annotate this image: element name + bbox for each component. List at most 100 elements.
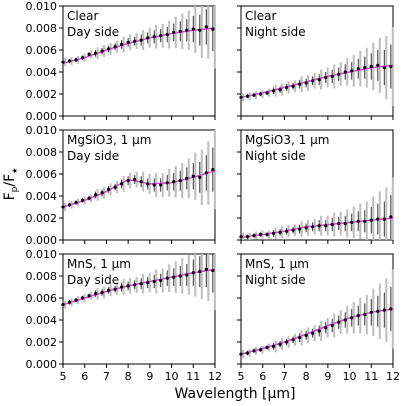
y-axis-title-sep: /F: [2, 174, 18, 187]
x-tick-label: 12: [386, 370, 400, 383]
data-point: [159, 278, 163, 282]
data-point: [100, 49, 104, 53]
data-point: [252, 234, 256, 238]
data-point: [152, 279, 156, 284]
data-point: [165, 276, 169, 280]
x-tick-label: 6: [259, 370, 266, 383]
data-point: [74, 298, 78, 302]
data-point: [185, 28, 189, 32]
data-point: [120, 285, 124, 289]
data-point: [139, 38, 143, 42]
data-point: [304, 333, 308, 337]
data-point: [356, 314, 360, 318]
data-point: [343, 318, 347, 322]
data-point: [126, 179, 130, 183]
data-point: [258, 348, 263, 352]
data-point: [239, 352, 243, 356]
data-point: [337, 320, 341, 324]
data-point: [120, 182, 124, 186]
y-tick-label: 0.002: [26, 212, 58, 225]
data-point: [363, 312, 367, 317]
data-point: [245, 351, 250, 355]
data-point: [133, 39, 137, 43]
data-point: [363, 66, 367, 70]
x-tick-label: 7: [103, 370, 110, 383]
y-tick-label: 0.004: [26, 190, 58, 203]
data-point: [172, 180, 176, 184]
data-point: [61, 205, 65, 209]
data-point: [330, 323, 334, 328]
data-point: [311, 331, 315, 335]
data-point: [245, 235, 250, 239]
data-point: [100, 191, 104, 195]
data-point: [204, 25, 208, 29]
model-line: [62, 27, 216, 64]
data-point: [198, 270, 202, 274]
data-point: [113, 185, 117, 189]
data-point: [350, 69, 354, 73]
data-point: [204, 171, 208, 175]
data-point: [298, 336, 302, 340]
data-point: [139, 180, 143, 184]
data-point: [317, 329, 321, 333]
data-point: [278, 88, 282, 92]
data-point: [67, 300, 72, 304]
x-tick-label: 5: [238, 370, 245, 383]
data-point: [285, 229, 289, 233]
x-tick-label: 12: [208, 370, 222, 383]
data-point: [61, 303, 65, 307]
data-point: [285, 85, 289, 89]
data-point: [120, 42, 124, 47]
panel-label-side: Day side: [67, 273, 119, 287]
x-tick-label: 8: [303, 370, 310, 383]
data-point: [74, 58, 78, 62]
panels-group: 0.000 0.002 0.004 0.006 0.008 0.010 Clear Day s…: [26, 0, 401, 383]
data-point: [298, 82, 302, 86]
data-point: [278, 230, 282, 234]
y-tick-label: 0.004: [26, 314, 58, 327]
data-point: [198, 28, 202, 32]
data-point: [107, 187, 111, 191]
panel-6: 5 6 7 8 9 10 11 12 MnS, 1 μm Night side: [237, 253, 400, 383]
data-point: [67, 59, 72, 63]
data-point: [191, 174, 195, 178]
data-point: [317, 78, 321, 82]
data-point: [324, 326, 328, 330]
panel-label-material: Clear: [67, 9, 98, 23]
data-point: [100, 290, 104, 295]
data-point: [245, 94, 250, 98]
y-tick-label: 0.006: [26, 168, 58, 181]
data-point: [271, 231, 276, 235]
y-tick-label: 0.004: [26, 66, 58, 79]
data-point: [80, 56, 85, 60]
y-tick-label: 0.010: [26, 248, 58, 261]
data-point: [93, 193, 98, 197]
y-tick-label: 0.000: [26, 234, 58, 247]
data-point: [178, 29, 182, 33]
panel-label-side: Day side: [67, 149, 119, 163]
panel-5: 0.000 0.002 0.004 0.006 0.008 0.010 5 6 7 8 9 10 11 1…: [26, 248, 223, 383]
y-tick-label: 0.002: [26, 336, 58, 349]
data-point: [304, 226, 308, 230]
data-point: [311, 79, 315, 83]
data-point: [178, 274, 182, 278]
data-point: [304, 81, 308, 85]
data-point: [139, 282, 143, 286]
data-point: [152, 183, 156, 187]
y-tick-label: 0.002: [26, 88, 58, 101]
data-point: [271, 89, 276, 93]
data-point: [87, 196, 91, 200]
data-point: [369, 218, 373, 222]
data-point: [211, 268, 215, 273]
data-point: [291, 84, 295, 88]
data-point: [285, 340, 289, 344]
data-point: [278, 342, 282, 346]
data-point: [239, 235, 243, 239]
data-point: [239, 95, 243, 99]
y-axis-title: Fp/F★: [2, 168, 20, 201]
y-tick-label: 0.006: [26, 44, 58, 57]
data-point: [369, 310, 373, 314]
data-point: [311, 225, 315, 229]
data-point: [165, 33, 169, 37]
